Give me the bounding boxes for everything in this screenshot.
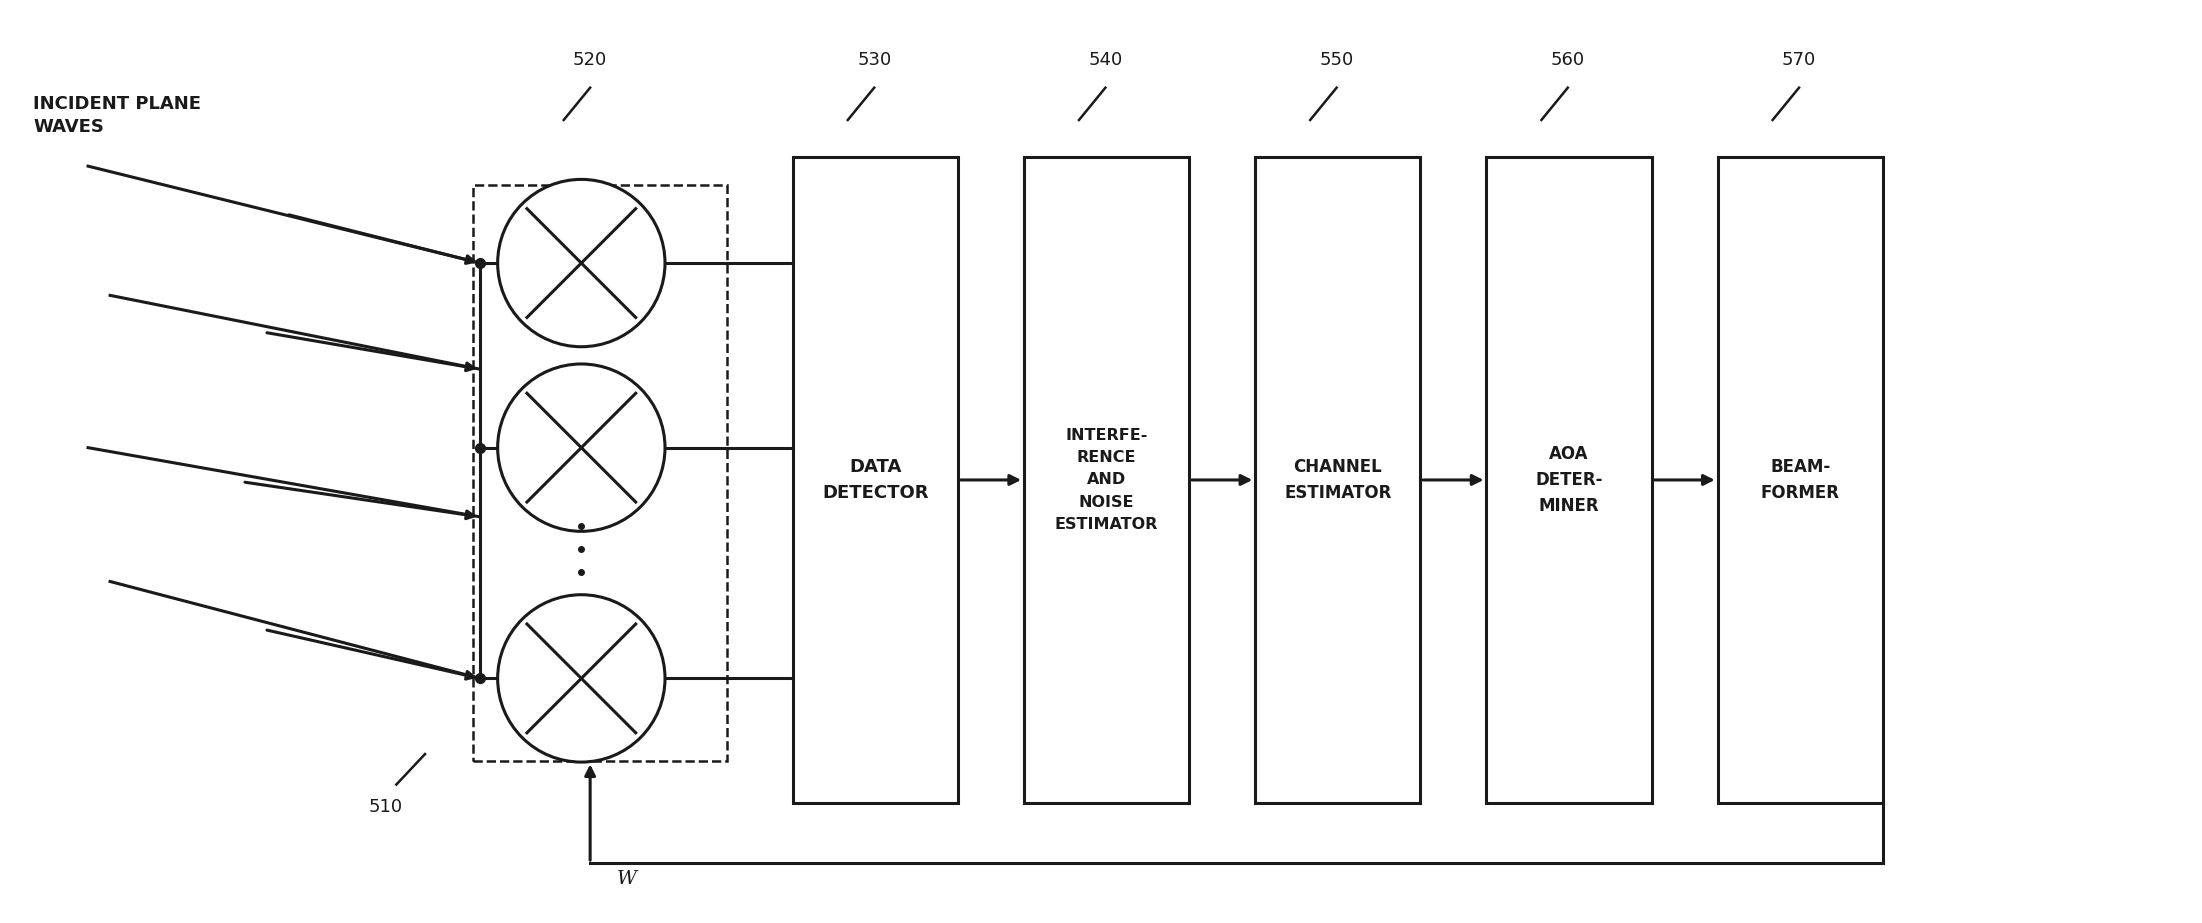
Ellipse shape <box>498 179 665 347</box>
Bar <box>1255 157 1420 803</box>
Ellipse shape <box>498 594 665 762</box>
Text: 530: 530 <box>857 51 892 69</box>
Text: AOA
DETER-
MINER: AOA DETER- MINER <box>1535 445 1603 515</box>
Ellipse shape <box>498 364 665 532</box>
Text: 550: 550 <box>1319 51 1354 69</box>
Bar <box>473 185 727 761</box>
Text: 540: 540 <box>1088 51 1123 69</box>
Bar <box>1718 157 1883 803</box>
Text: 510: 510 <box>368 798 403 817</box>
Text: W: W <box>617 869 636 888</box>
Text: INTERFE-
RENCE
AND
NOISE
ESTIMATOR: INTERFE- RENCE AND NOISE ESTIMATOR <box>1055 428 1158 532</box>
Text: BEAM-
FORMER: BEAM- FORMER <box>1762 458 1839 502</box>
Text: CHANNEL
ESTIMATOR: CHANNEL ESTIMATOR <box>1284 458 1392 502</box>
Text: 520: 520 <box>573 51 608 69</box>
Bar <box>1024 157 1189 803</box>
Bar <box>793 157 958 803</box>
Text: INCIDENT PLANE
WAVES: INCIDENT PLANE WAVES <box>33 94 200 137</box>
Bar <box>1486 157 1652 803</box>
Text: 560: 560 <box>1550 51 1585 69</box>
Text: DATA
DETECTOR: DATA DETECTOR <box>821 458 929 502</box>
Text: 570: 570 <box>1781 51 1817 69</box>
